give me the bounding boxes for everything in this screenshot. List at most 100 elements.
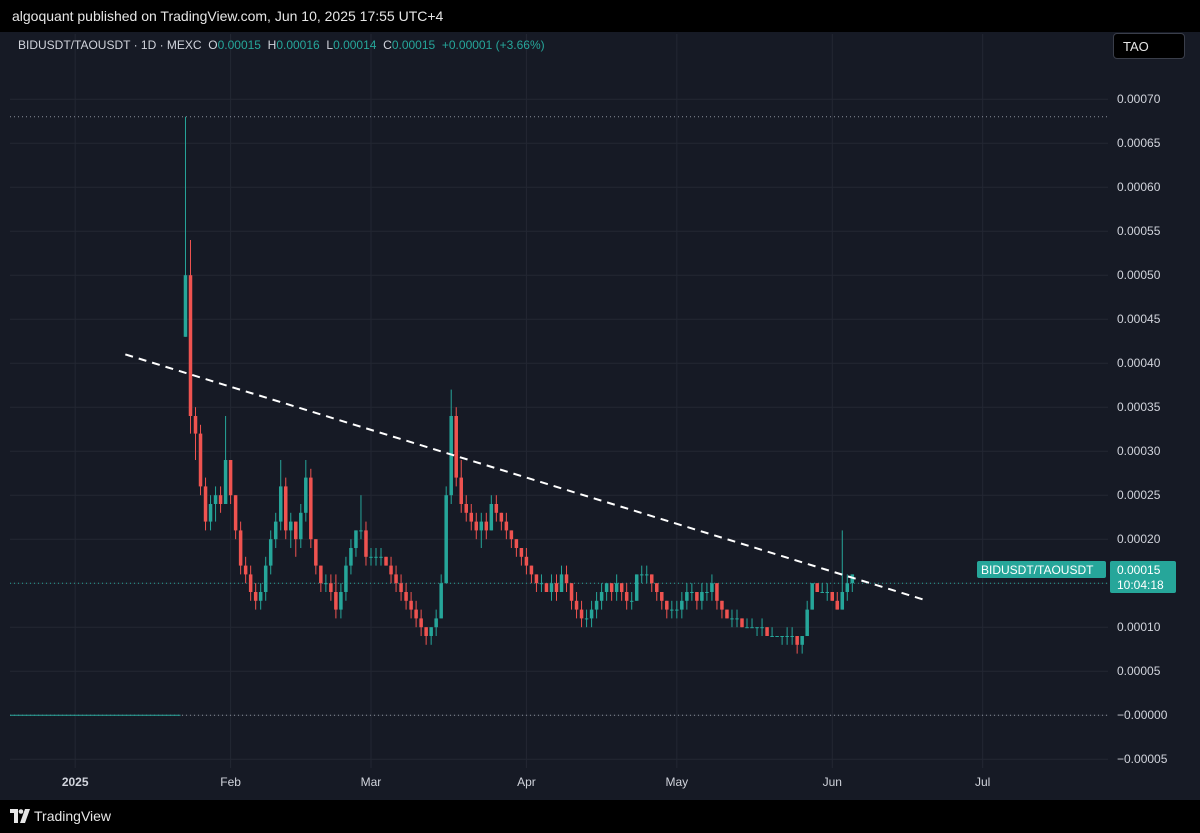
candle-body [599,592,604,601]
candle-body [193,416,198,434]
candle-body [314,539,318,566]
candle-body [228,460,233,496]
candle-body [519,548,524,557]
candle-body [494,504,499,513]
x-tick-label: Apr [517,775,536,789]
publisher-bar: algoquant published on TradingView.com, … [0,0,1200,32]
candle-body [459,477,463,504]
candle-body [283,486,288,531]
brand-name: TradingView [34,808,112,824]
candle-body [319,565,323,584]
candle-body [203,486,208,522]
low-value: 0.00014 [333,38,377,52]
x-tick-label: Feb [220,775,241,789]
candle-body [263,565,268,592]
candle-body [720,600,724,610]
ohlc-legend[interactable]: BIDUSDT/TAOUSDT · 1D · MEXC O0.00015 H0.… [18,38,545,52]
candle-body [675,609,679,611]
candle-body [715,583,719,601]
candle-body [299,512,303,540]
candle-body [304,477,308,513]
candlestick-chart[interactable]: 0.00070 0.00065 0.00060 0.00055 0.00050 0.000… [0,0,1200,800]
candle-body [183,275,188,337]
candle-body [705,592,709,593]
candle-body [685,592,689,601]
candle-body [213,495,218,504]
y-tick-label: 0.00030 [1117,444,1161,458]
close-label: C [383,38,392,52]
candle-body [544,583,549,592]
y-tick-label: 0.00050 [1117,268,1161,282]
candle-body [479,521,484,531]
candle-body [655,583,659,592]
candle-body [248,574,253,592]
candle-body [434,618,438,628]
y-tick-label: 0.00045 [1117,312,1161,326]
candle-body [629,600,634,602]
high-value: 0.00016 [276,38,320,52]
candle-body [419,618,423,628]
candle-body [534,574,539,584]
candle-body [429,627,433,636]
candle-body [564,574,569,584]
candle-body [223,460,228,504]
x-axis[interactable]: 2025 Feb Mar Apr May Jun Jul [62,775,991,789]
candle-body [589,609,594,619]
price-tag: BIDUSDT/TAOUSDT 0.00015 10:04:18 [977,561,1176,593]
candle-body [815,583,819,592]
candle-body [349,548,353,566]
candle-body [524,556,529,566]
candle-body [680,600,684,610]
candle-body [745,627,749,629]
candle-body [409,600,413,610]
candle-body [334,592,338,610]
candle-body [499,512,504,522]
symbol-info[interactable]: BIDUSDT/TAOUSDT · 1D · MEXC [18,38,202,52]
high-label: H [267,38,277,52]
candle-body [624,592,629,601]
candle-body [344,565,348,592]
candle-body [514,539,519,548]
candle-body [665,600,669,610]
candle-body [539,583,544,585]
candles [183,116,855,654]
candle-body [439,583,443,619]
candle-body [559,574,564,592]
candle-body [700,592,704,601]
candle-body [549,583,554,592]
chart-area[interactable] [0,32,1200,800]
candle-body [785,636,789,637]
candle-body [359,530,363,532]
candle-body [289,521,293,531]
y-axis[interactable]: 0.00070 0.00065 0.00060 0.00055 0.00050 0.000… [1117,92,1168,766]
price-tag-name-box [977,561,1106,578]
compare-symbol-button[interactable]: TAO [1113,33,1185,59]
candle-body [198,433,203,487]
x-tick-label: Jun [823,775,842,789]
y-tick-label: 0.00020 [1117,532,1161,546]
candle-body [208,504,213,522]
open-value: 0.00015 [217,38,261,52]
candle-body [619,583,624,592]
candle-body [760,627,764,629]
candle-body [394,574,398,584]
candle-body [795,636,799,645]
candle-body [639,574,644,576]
candle-body [614,583,619,592]
candle-body [740,618,744,628]
horizontal-lines [10,116,1108,716]
candle-body [750,627,754,629]
candle-body [369,556,373,558]
candle-body [770,636,774,637]
candle-body [845,583,850,592]
candle-body [810,583,814,610]
y-tick-label: −0.00005 [1117,752,1168,766]
close-value: 0.00015 [391,38,436,52]
candle-body [529,565,534,575]
y-tick-label: 0.00065 [1117,136,1161,150]
y-tick-label: 0.00025 [1117,488,1161,502]
candle-body [354,530,358,548]
x-tick-label: May [665,775,688,789]
candle-body [780,636,784,637]
candle-body [474,521,479,531]
